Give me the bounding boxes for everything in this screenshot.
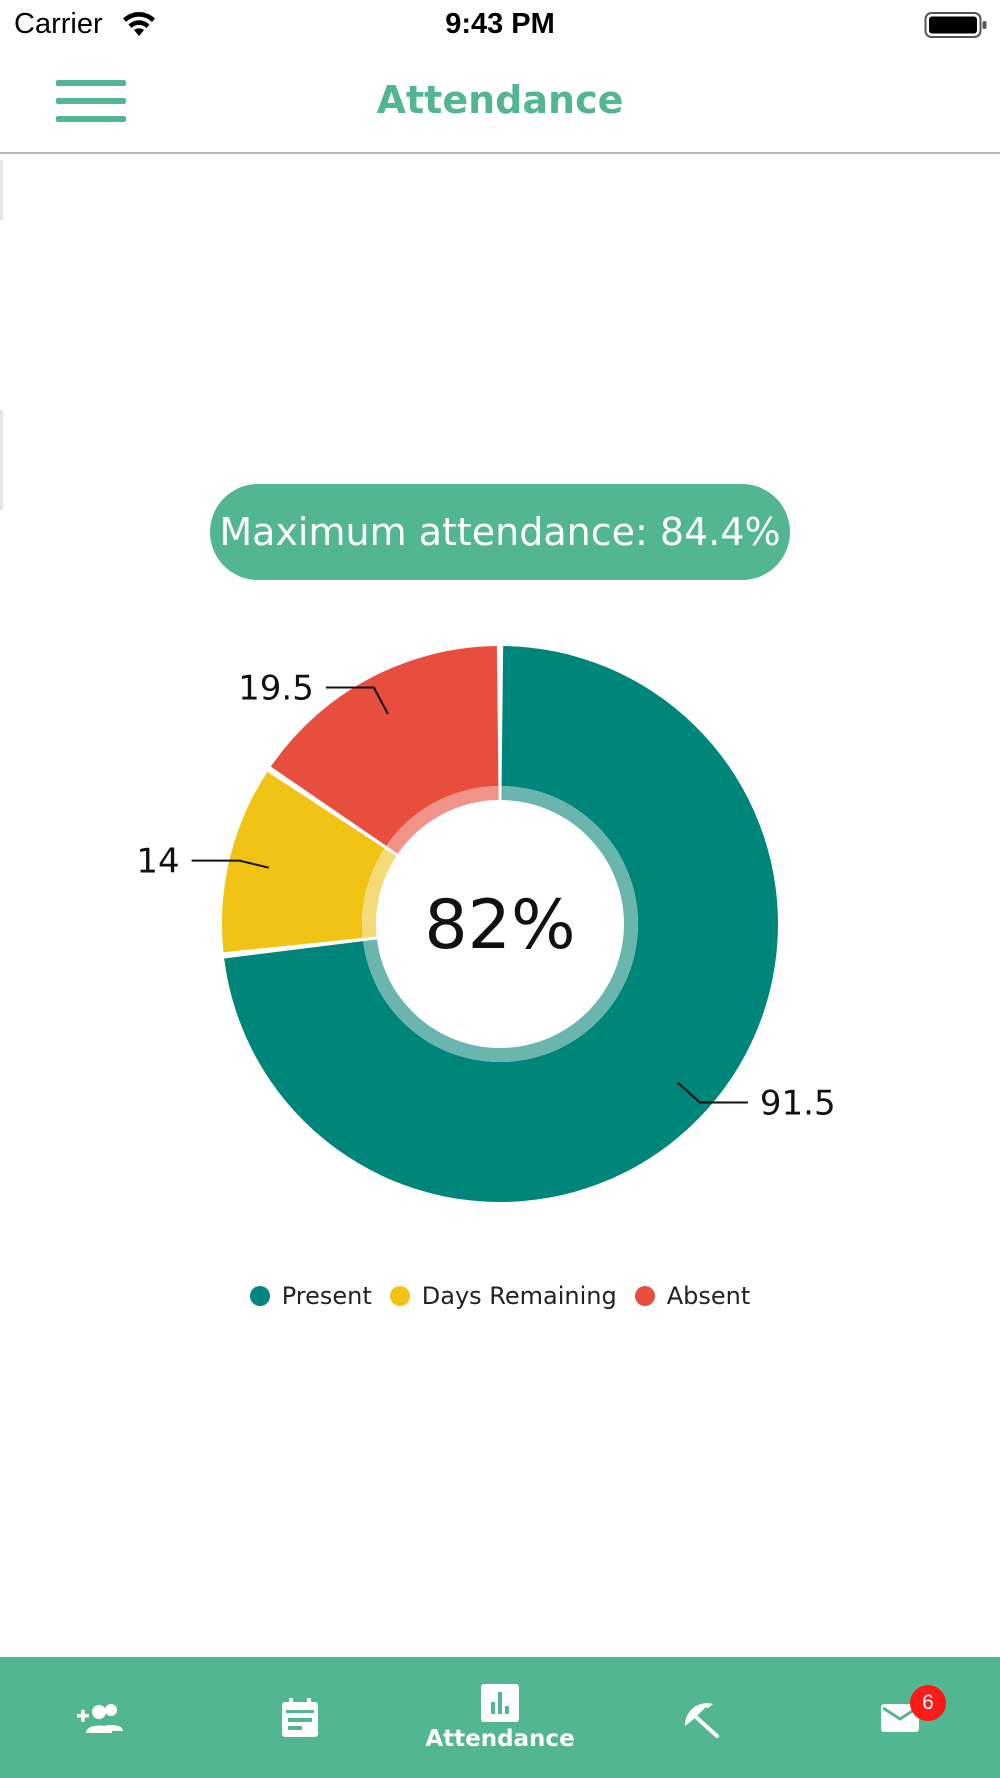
unread-badge: 6 <box>910 1685 946 1721</box>
tab-calendar[interactable] <box>250 1657 350 1778</box>
legend-item-present: Present <box>249 1282 372 1310</box>
slice-value-label: 14 <box>136 842 179 882</box>
tab-attendance[interactable]: Attendance <box>410 1657 590 1778</box>
leader-line <box>676 1081 748 1104</box>
hamburger-menu-icon[interactable] <box>56 76 128 130</box>
donut-slice-days-remaining <box>222 771 385 953</box>
donut-slice-absent <box>270 646 499 846</box>
tab-leave[interactable] <box>650 1657 750 1778</box>
tab-messages[interactable]: 6 <box>850 1657 950 1778</box>
legend-label: Absent <box>666 1282 751 1310</box>
legend-dot <box>634 1286 655 1306</box>
leader-line <box>325 686 389 715</box>
max-attendance-badge: Maximum attendance: 84.4% <box>210 484 790 580</box>
add-people-icon <box>77 1703 123 1733</box>
donut-inner-band <box>386 786 499 854</box>
tab-attendance-label: Attendance <box>425 1725 575 1752</box>
beach-umbrella-icon <box>684 1702 719 1738</box>
attendance-percentage: 82% <box>424 886 575 965</box>
edge-divider <box>0 410 3 510</box>
edge-divider <box>0 160 3 220</box>
page-title: Attendance <box>376 78 624 122</box>
battery-icon <box>924 12 987 38</box>
tab-add-people[interactable] <box>50 1657 150 1778</box>
attendance-donut-chart: 82% 91.5 14 19.5 <box>136 646 836 1202</box>
clock: 9:43 PM <box>445 8 555 40</box>
carrier-label: Carrier <box>14 8 103 40</box>
chart-legend: Present Days Remaining Absent <box>0 1282 1000 1310</box>
header: Attendance <box>0 52 1000 154</box>
slice-value-label: 19.5 <box>238 669 314 709</box>
donut-inner-band <box>361 848 397 939</box>
leader-line <box>191 859 269 869</box>
legend-item-absent: Absent <box>634 1282 751 1310</box>
legend-item-days-remaining: Days Remaining <box>389 1282 617 1310</box>
status-bar: Carrier 9:43 PM <box>0 0 1000 50</box>
legend-label: Present <box>281 1282 372 1310</box>
wifi-icon <box>123 12 155 36</box>
bottom-tab-bar: Attendance 6 <box>0 1657 1000 1778</box>
legend-label: Days Remaining <box>421 1282 617 1310</box>
legend-dot <box>249 1286 270 1306</box>
legend-dot <box>389 1286 410 1306</box>
donut-slice-present <box>224 646 778 1202</box>
calendar-icon <box>282 1697 318 1737</box>
slice-value-label: 91.5 <box>760 1083 836 1123</box>
bar-chart-icon <box>481 1683 519 1722</box>
